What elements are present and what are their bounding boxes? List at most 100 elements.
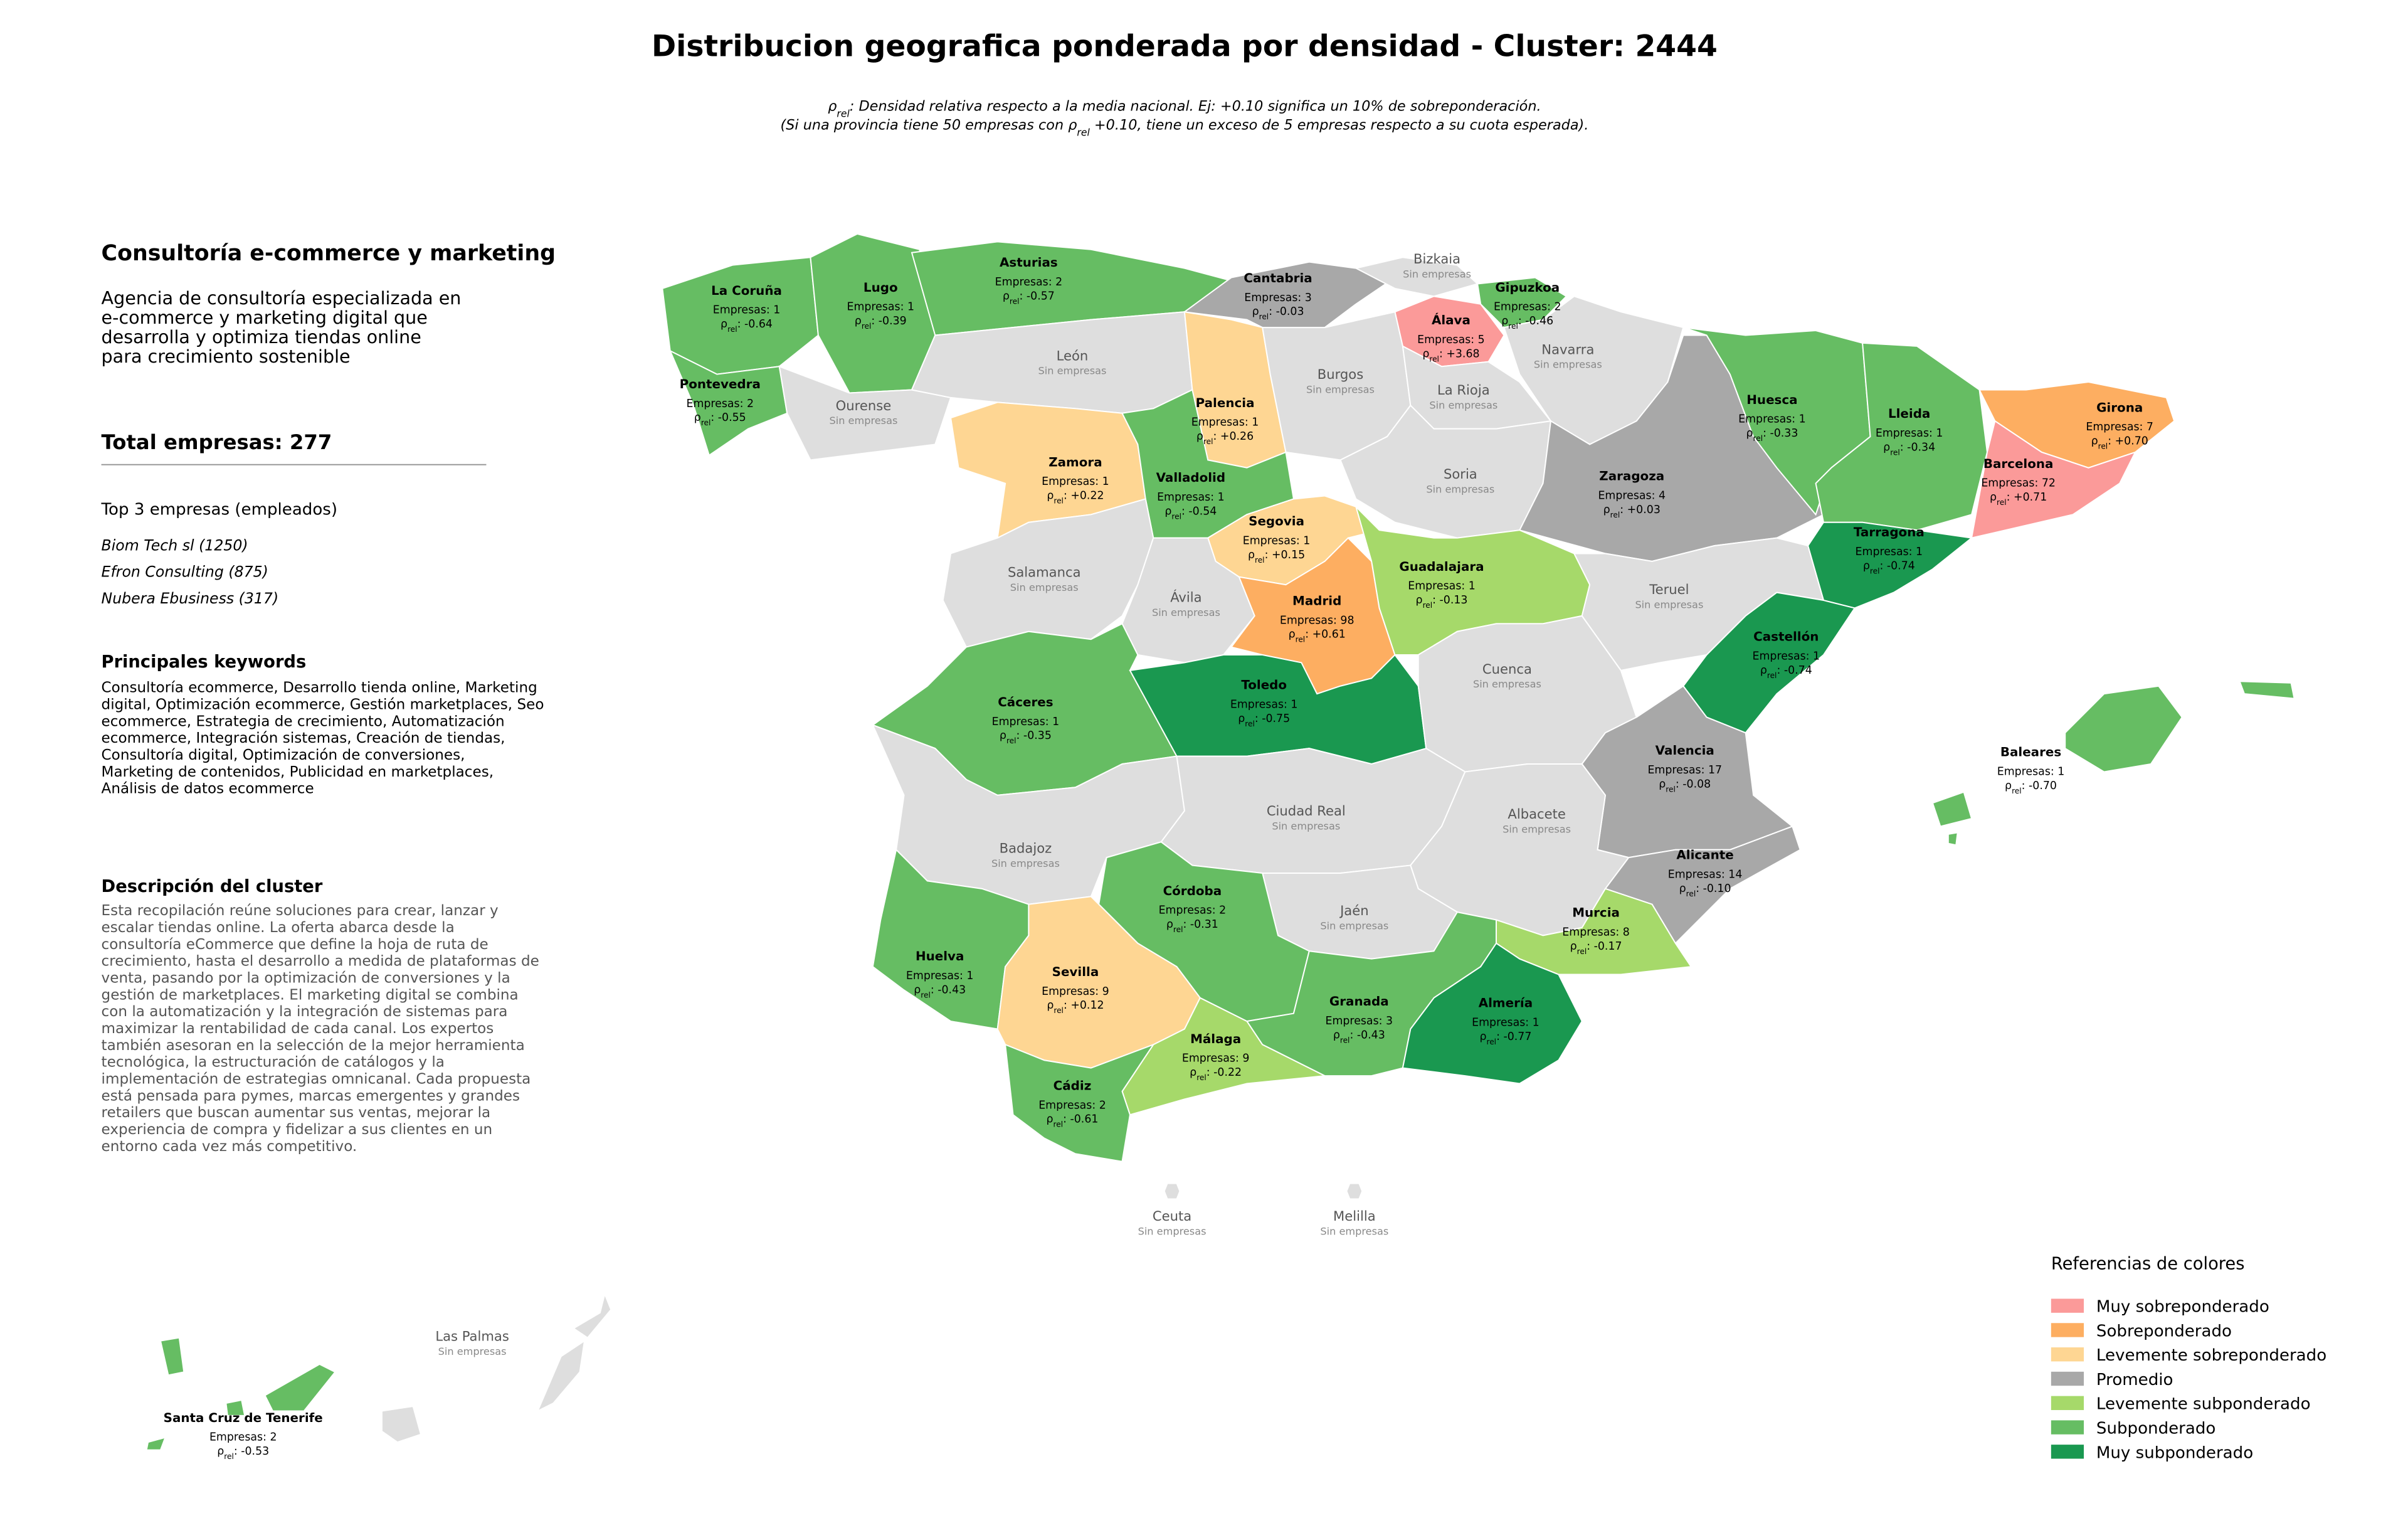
province-status: Sin empresas [1426, 484, 1494, 496]
province-rho-part: ρ [1248, 549, 1255, 561]
legend-swatch [2051, 1420, 2084, 1435]
province-status: Sin empresas [829, 415, 897, 427]
province-rho-part: ρ [1746, 427, 1753, 440]
province-rho-part: : -0.70 [2022, 780, 2057, 792]
province-rho-part: rel [2012, 787, 2022, 795]
province-status: Sin empresas [1429, 399, 1497, 411]
cluster-line: experiencia de compra y fidelizar a sus … [102, 1122, 493, 1138]
province-status: Sin empresas [1502, 823, 1571, 835]
province-rho: ρrel: -0.46 [1501, 315, 1553, 331]
province-rho: ρrel: -0.39 [855, 315, 907, 331]
province-companies: Empresas: 4 [1598, 489, 1666, 502]
province-rho-part: ρ [1422, 348, 1429, 360]
province-rho-part: rel [1753, 434, 1763, 443]
province-rho-part: : -0.13 [1432, 594, 1467, 607]
province-rho-part: : -0.77 [1496, 1031, 1531, 1043]
province-rho: ρrel: -0.55 [694, 411, 746, 427]
province-shape [942, 498, 1154, 648]
province-shape [536, 1339, 586, 1413]
province-rho-part: rel [1508, 322, 1518, 331]
legend-label: Sobreponderado [2096, 1322, 2232, 1340]
legend-swatch [2051, 1371, 2084, 1386]
province-companies: Empresas: 2 [1494, 301, 1561, 314]
province-rho-part: ρ [1252, 305, 1259, 318]
province-companies: Empresas: 1 [1856, 546, 1923, 558]
province-status: Sin empresas [1306, 383, 1375, 395]
province-rho-part: : -0.34 [1900, 441, 1935, 454]
province-name: Jaén [1339, 903, 1369, 918]
legend-label: Muy subponderado [2096, 1443, 2253, 1462]
province-shape [1931, 791, 1973, 827]
sidebar-title: Consultoría e-commerce y marketing [102, 241, 556, 266]
province-rho-part: : -0.10 [1696, 883, 1731, 895]
province-rho-part: : -0.74 [1879, 560, 1914, 572]
province-companies: Empresas: 2 [686, 398, 754, 410]
cluster-heading: Descripción del cluster [102, 877, 323, 896]
province-name: Sevilla [1052, 965, 1099, 979]
province-companies: Empresas: 1 [906, 970, 974, 982]
province-rho-part: ρ [1333, 1029, 1340, 1041]
province-name: Barcelona [1983, 457, 2054, 471]
province-status: Sin empresas [1010, 581, 1079, 593]
province-rho: ρrel: +0.71 [1990, 491, 2047, 507]
subtitle-line: ρrel: Densidad relativa respecto a la me… [828, 98, 1541, 120]
province-companies: Empresas: 1 [1042, 475, 1109, 488]
province-rho-part: ρ [1196, 430, 1203, 443]
province-name: Burgos [1318, 366, 1363, 382]
legend-swatch [2051, 1445, 2084, 1459]
legend-label: Muy sobreponderado [2096, 1298, 2269, 1317]
province-rho: ρrel: -0.10 [1679, 883, 1731, 898]
province-name: Bizkaia [1413, 251, 1460, 267]
province-companies: Empresas: 2 [209, 1431, 277, 1444]
top-company: Biom Tech sl (1250) [102, 536, 248, 554]
province-companies: Empresas: 72 [1981, 477, 2056, 490]
subtitle-line-part: rel [837, 107, 850, 119]
province-status: Sin empresas [1473, 678, 1541, 690]
province-rho-part: ρ [914, 984, 921, 996]
province-companies: Empresas: 2 [1159, 905, 1227, 917]
province-name: Lleida [1888, 406, 1930, 421]
province-shape [1402, 942, 1583, 1085]
province-name: Almería [1479, 996, 1533, 1011]
subtitle-line: (Si una provincia tiene 50 empresas con … [780, 117, 1588, 138]
province-rho-part: ρ [1501, 315, 1508, 327]
province-name: Ourense [836, 398, 892, 413]
province-name: Ceuta [1153, 1208, 1191, 1224]
province-rho: ρrel: +0.15 [1248, 549, 1305, 565]
province-rho-part: rel [701, 418, 711, 427]
province-status: Sin empresas [1635, 598, 1703, 610]
province-rho: ρrel: -0.33 [1746, 427, 1798, 443]
province-name: Alicante [1676, 848, 1733, 862]
province-companies: Empresas: 1 [1876, 427, 1943, 440]
province-companies: Empresas: 1 [1408, 580, 1476, 593]
province-rho: ρrel: +0.03 [1603, 504, 1661, 519]
province-companies: Empresas: 1 [1472, 1017, 1539, 1029]
province-shape [1163, 1182, 1181, 1200]
province-rho-part: rel [1173, 925, 1183, 934]
province-companies: Empresas: 17 [1647, 764, 1722, 777]
province-rho-part: ρ [1883, 441, 1890, 454]
province-status: Sin empresas [991, 857, 1060, 869]
province-rho-part: rel [727, 325, 737, 334]
province-rho: ρrel: -0.53 [217, 1445, 269, 1461]
province-rho-part: rel [1054, 1120, 1064, 1129]
province-status: Sin empresas [1138, 1226, 1207, 1238]
province-rho-part: ρ [1659, 778, 1666, 790]
province-shape [1947, 832, 1958, 846]
province-rho-part: : +0.26 [1213, 430, 1254, 443]
province-shape [668, 349, 788, 457]
top-heading: Top 3 empresas (empleados) [101, 500, 338, 519]
province-name: Valladolid [1156, 470, 1225, 485]
keywords-heading: Principales keywords [102, 652, 307, 672]
cluster-line: también asesoran en la selección de la m… [102, 1037, 525, 1054]
map-title: Distribucion geografica ponderada por de… [652, 29, 1718, 64]
province-rho-part: rel [1245, 719, 1255, 728]
province-rho-part: : +0.15 [1265, 549, 1306, 561]
province-rho-part: ρ [1603, 504, 1610, 516]
province-name: Ávila [1170, 590, 1201, 605]
province-rho-part: : -0.46 [1518, 315, 1553, 327]
province-rho: ρrel: -0.74 [1760, 664, 1812, 680]
province-rho-part: ρ [1479, 1031, 1486, 1043]
province-rho-part: rel [1997, 498, 2007, 507]
province-rho-part: ρ [1000, 730, 1006, 742]
